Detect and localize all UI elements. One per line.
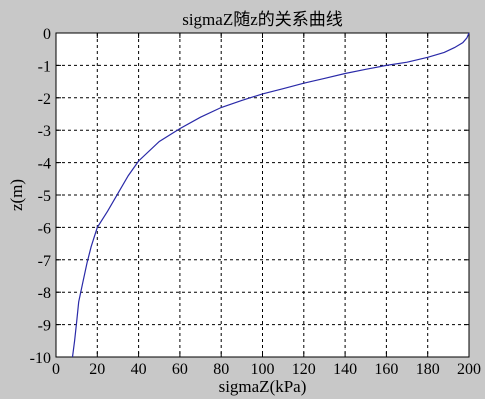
y-tick-label: -9: [38, 318, 51, 335]
y-tick-label: -4: [38, 156, 51, 173]
y-tick-label: -8: [38, 285, 51, 302]
x-tick-label: 20: [89, 361, 105, 378]
y-tick-label: -6: [38, 220, 51, 237]
y-tick-label: -7: [38, 253, 51, 270]
grid: [56, 33, 469, 357]
x-tick-label: 40: [131, 361, 147, 378]
x-tick-label: 80: [213, 361, 229, 378]
axes: 0 20 40 60 80 100 120 140 160 180 200 0 -1 -2 -3 -4 -5 -6…: [30, 26, 481, 378]
x-tick-label: 160: [374, 361, 398, 378]
x-tick-label: 100: [251, 361, 275, 378]
y-tick-label: 0: [43, 26, 51, 43]
y-axis-label: z(m): [7, 179, 26, 211]
series-line: [71, 32, 470, 358]
series-group: [71, 32, 470, 358]
x-tick-label: 200: [457, 361, 481, 378]
x-tick-label: 140: [333, 361, 357, 378]
y-tick-label: -5: [38, 188, 51, 205]
x-axis-label: sigmaZ(kPa): [219, 377, 307, 396]
y-tick-label: -3: [38, 123, 51, 140]
y-tick-label: -2: [38, 91, 51, 108]
x-tick-label: 120: [292, 361, 316, 378]
x-tick-label: 0: [52, 361, 60, 378]
y-tick-label: -1: [38, 58, 51, 75]
x-tick-label: 60: [172, 361, 188, 378]
y-tick-label: -10: [30, 350, 51, 367]
x-tick-label: 180: [416, 361, 440, 378]
chart-title: sigmaZ随z的关系曲线: [182, 10, 343, 29]
